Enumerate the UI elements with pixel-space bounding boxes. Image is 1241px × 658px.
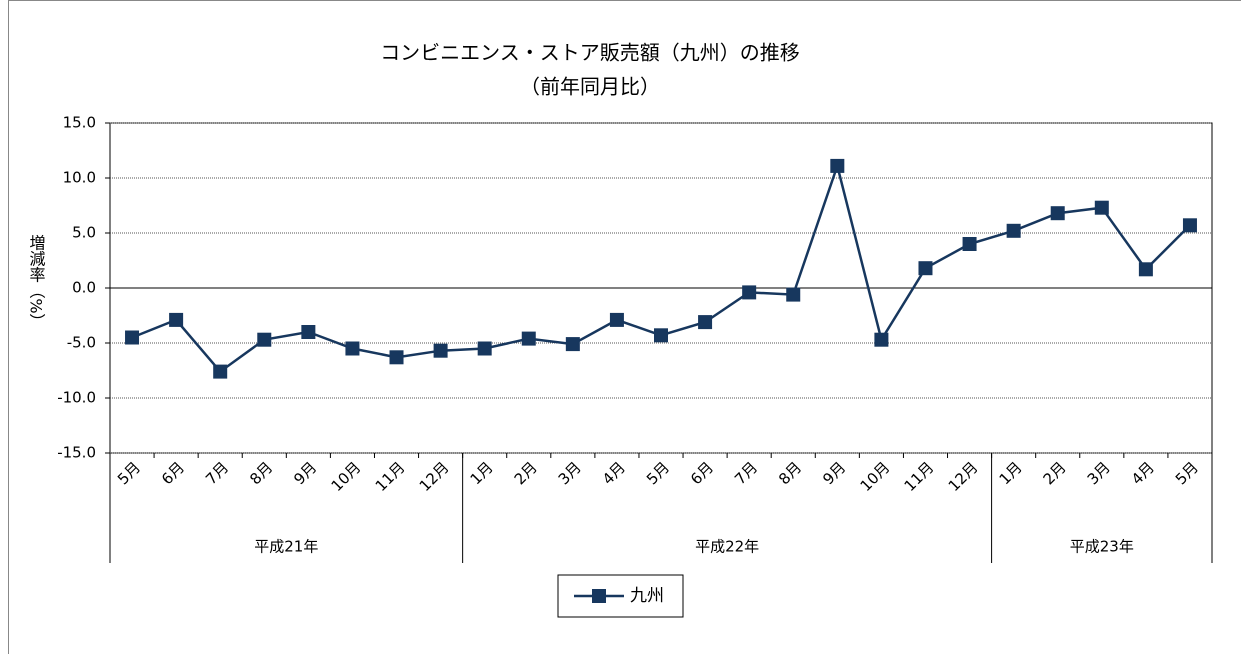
data-point [1051, 206, 1065, 220]
legend-marker [592, 589, 606, 603]
chart-subtitle: （前年同月比） [520, 75, 660, 99]
data-point [1183, 218, 1197, 232]
y-tick-label: -15.0 [57, 444, 96, 462]
data-point [874, 333, 888, 347]
group-label: 平成22年 [695, 538, 759, 556]
y-tick-label: -10.0 [57, 389, 96, 407]
data-point [830, 159, 844, 173]
data-point [698, 315, 712, 329]
legend-label: 九州 [630, 586, 664, 606]
data-point [654, 328, 668, 342]
y-tick-label: 0.0 [72, 279, 96, 297]
data-point [963, 237, 977, 251]
y-tick-label: 10.0 [63, 169, 96, 187]
data-point [1007, 224, 1021, 238]
data-point [478, 342, 492, 356]
data-point [301, 325, 315, 339]
group-label: 平成21年 [254, 538, 318, 556]
data-point [390, 350, 404, 364]
data-point [918, 261, 932, 275]
data-point [522, 332, 536, 346]
data-point [257, 333, 271, 347]
data-point [345, 342, 359, 356]
data-point [566, 337, 580, 351]
group-label: 平成23年 [1070, 538, 1134, 556]
chart-title: コンビニエンス・ストア販売額（九州）の推移 [380, 41, 800, 65]
y-axis-label: 増減率（%） [27, 234, 46, 329]
data-point [742, 285, 756, 299]
data-point [434, 344, 448, 358]
data-point [610, 313, 624, 327]
data-point [1095, 201, 1109, 215]
y-tick-label: 5.0 [72, 224, 96, 242]
data-point [1139, 262, 1153, 276]
y-tick-label: 15.0 [63, 114, 96, 132]
data-point [786, 288, 800, 302]
data-point [213, 365, 227, 379]
data-point [125, 331, 139, 345]
y-tick-label: -5.0 [67, 334, 96, 352]
data-point [169, 313, 183, 327]
